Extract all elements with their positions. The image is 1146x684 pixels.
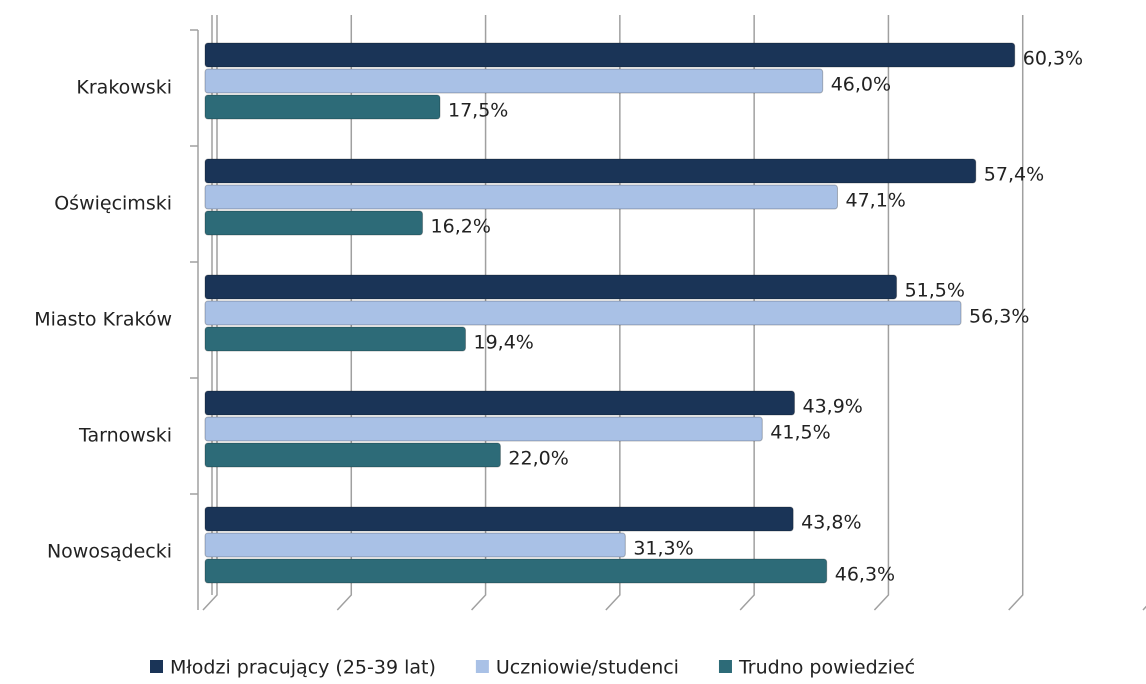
y-tick-label: Nowosądecki — [47, 541, 172, 563]
value-label: 57,4% — [984, 164, 1044, 186]
value-label: 41,5% — [770, 422, 830, 444]
y-tick-label: Miasto Kraków — [34, 309, 172, 331]
value-label: 46,3% — [835, 564, 895, 586]
bar — [204, 326, 467, 352]
bar — [204, 558, 828, 584]
legend-swatch — [718, 660, 732, 673]
bar — [204, 532, 626, 558]
grid-line — [1008, 15, 1024, 611]
bar — [204, 158, 977, 184]
bar — [204, 210, 424, 236]
y-tick-label: Krakowski — [76, 77, 172, 99]
bar — [204, 300, 962, 326]
bar — [204, 506, 794, 532]
value-label: 17,5% — [448, 100, 508, 122]
legend-label: Uczniowie/studenci — [496, 657, 679, 679]
bar — [204, 68, 824, 94]
bar — [204, 390, 796, 416]
value-label: 47,1% — [845, 190, 905, 212]
value-label: 60,3% — [1023, 48, 1083, 70]
value-label: 56,3% — [969, 306, 1029, 328]
legend-label: Młodzi pracujący (25-39 lat) — [170, 657, 436, 679]
value-label: 22,0% — [508, 448, 568, 470]
legend-label: Trudno powiedzieć — [738, 657, 915, 679]
value-label: 51,5% — [905, 280, 965, 302]
y-tick-label: Tarnowski — [78, 425, 172, 447]
legend-swatch — [150, 660, 163, 673]
value-label: 19,4% — [474, 332, 534, 354]
y-tick-label: Oświęcimski — [54, 193, 172, 215]
value-label: 46,0% — [831, 74, 891, 96]
value-label: 43,9% — [803, 396, 863, 418]
value-label: 43,8% — [801, 512, 861, 534]
value-label: 31,3% — [633, 538, 693, 560]
bar — [204, 42, 1016, 68]
grid-line — [873, 15, 890, 611]
bar — [204, 442, 501, 468]
value-label: 16,2% — [431, 216, 491, 238]
legend-swatch — [475, 660, 489, 673]
bar — [204, 416, 763, 442]
bar — [204, 274, 898, 300]
bar — [204, 94, 441, 120]
bar — [204, 184, 838, 210]
